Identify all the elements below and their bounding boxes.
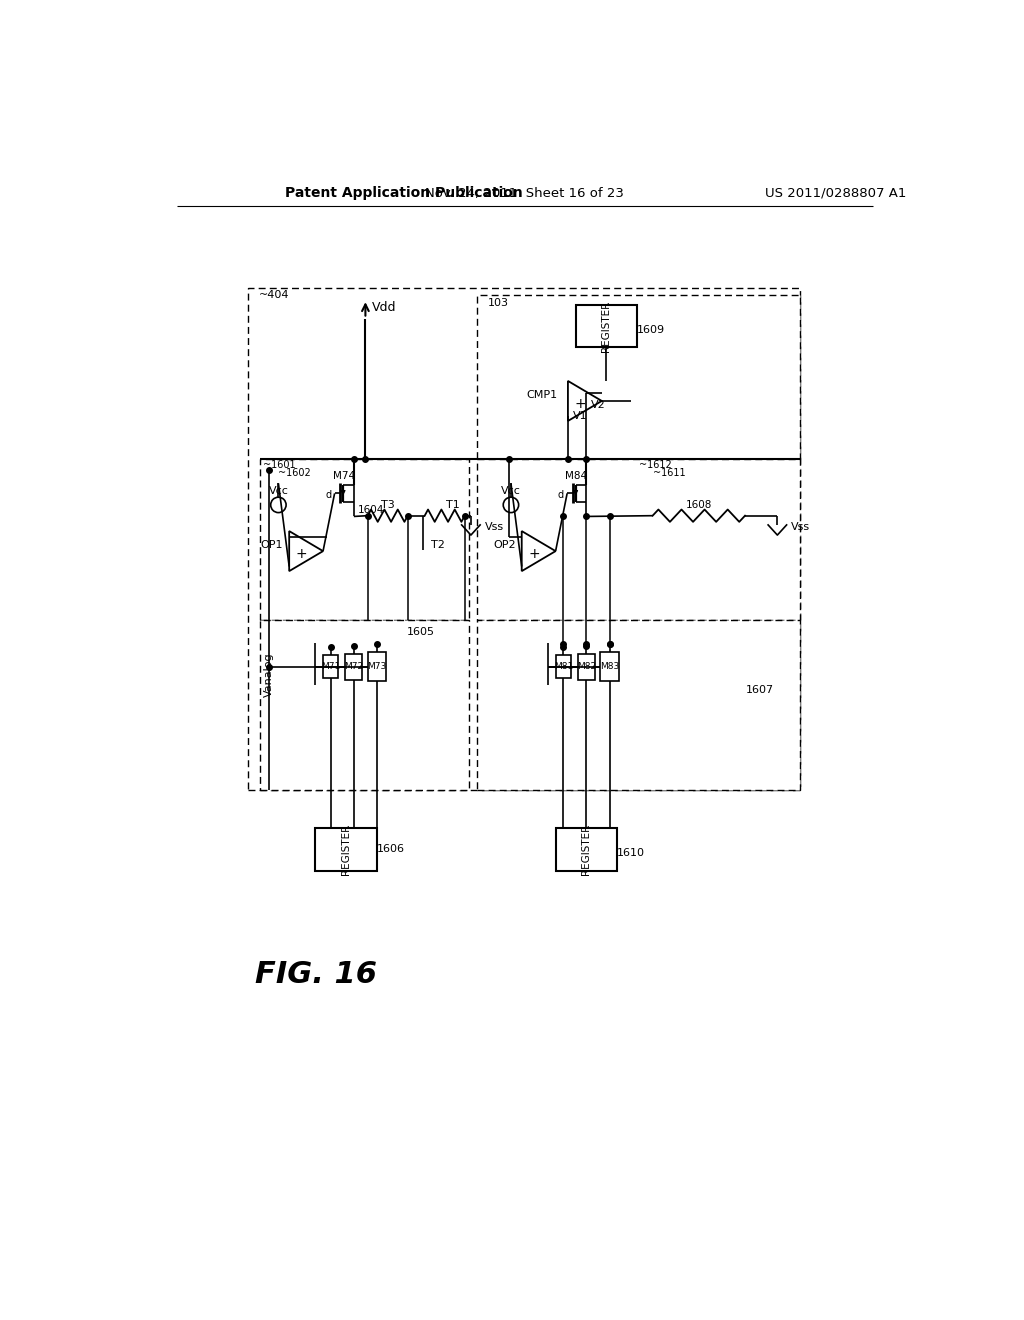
Text: +: + <box>528 548 540 561</box>
Text: 1607: 1607 <box>746 685 774 694</box>
Circle shape <box>270 498 286 512</box>
Bar <box>575 305 637 347</box>
Bar <box>477 459 801 620</box>
Polygon shape <box>568 381 602 421</box>
Bar <box>323 655 339 678</box>
Text: OP1: OP1 <box>260 540 283 550</box>
Text: V2: V2 <box>591 400 606 409</box>
Text: d: d <box>558 490 564 500</box>
Text: Vss: Vss <box>792 523 810 532</box>
Text: FIG. 16: FIG. 16 <box>255 960 377 989</box>
Text: OP2: OP2 <box>493 540 515 550</box>
Bar <box>260 459 469 620</box>
Bar <box>315 829 377 871</box>
Text: 103: 103 <box>487 298 509 308</box>
Text: Vcc: Vcc <box>268 486 289 496</box>
Text: Vanalog: Vanalog <box>264 652 274 697</box>
Text: ~1612: ~1612 <box>639 459 672 470</box>
Text: Nov. 24, 2011  Sheet 16 of 23: Nov. 24, 2011 Sheet 16 of 23 <box>425 186 625 199</box>
Circle shape <box>503 498 518 512</box>
Text: M73: M73 <box>368 663 387 671</box>
Text: T2: T2 <box>431 540 444 550</box>
Text: M83: M83 <box>600 663 620 671</box>
Text: ~1602: ~1602 <box>279 467 311 478</box>
Text: 1604: 1604 <box>357 504 384 515</box>
Text: 1605: 1605 <box>407 627 435 638</box>
Text: 1606: 1606 <box>377 845 404 854</box>
Text: ~1611: ~1611 <box>652 467 685 478</box>
Text: 1610: 1610 <box>617 849 645 858</box>
Text: M82: M82 <box>577 663 596 671</box>
Text: +: + <box>296 548 307 561</box>
Bar <box>600 652 618 681</box>
Text: +: + <box>574 397 586 411</box>
Bar <box>345 653 362 680</box>
Text: US 2011/0288807 A1: US 2011/0288807 A1 <box>765 186 906 199</box>
Text: Vcc: Vcc <box>501 486 521 496</box>
Bar <box>477 620 801 789</box>
Bar <box>477 296 801 459</box>
Text: M74: M74 <box>333 471 355 482</box>
Polygon shape <box>289 531 323 572</box>
Text: T1: T1 <box>445 500 460 510</box>
Text: REGISTER: REGISTER <box>601 300 611 351</box>
Text: 1609: 1609 <box>637 325 666 335</box>
Bar <box>578 653 595 680</box>
Text: CMP1: CMP1 <box>526 389 558 400</box>
Text: 1608: 1608 <box>686 500 712 510</box>
Bar <box>248 288 801 789</box>
Text: Vdd: Vdd <box>372 301 396 314</box>
Text: M71: M71 <box>322 663 340 671</box>
Text: Patent Application Publication: Patent Application Publication <box>285 186 522 201</box>
Text: REGISTER: REGISTER <box>582 824 592 875</box>
Text: T3: T3 <box>381 500 394 510</box>
Bar <box>260 620 469 789</box>
Bar <box>368 652 386 681</box>
Text: d: d <box>326 490 332 500</box>
Polygon shape <box>521 531 556 572</box>
Text: V1: V1 <box>573 412 588 421</box>
Text: M72: M72 <box>344 663 364 671</box>
Bar <box>556 829 617 871</box>
Bar <box>556 655 571 678</box>
Text: M81: M81 <box>554 663 572 671</box>
Text: Vss: Vss <box>484 523 504 532</box>
Text: REGISTER: REGISTER <box>341 824 351 875</box>
Text: ~404: ~404 <box>259 290 290 301</box>
Text: ~1601: ~1601 <box>263 459 296 470</box>
Text: M84: M84 <box>565 471 588 482</box>
